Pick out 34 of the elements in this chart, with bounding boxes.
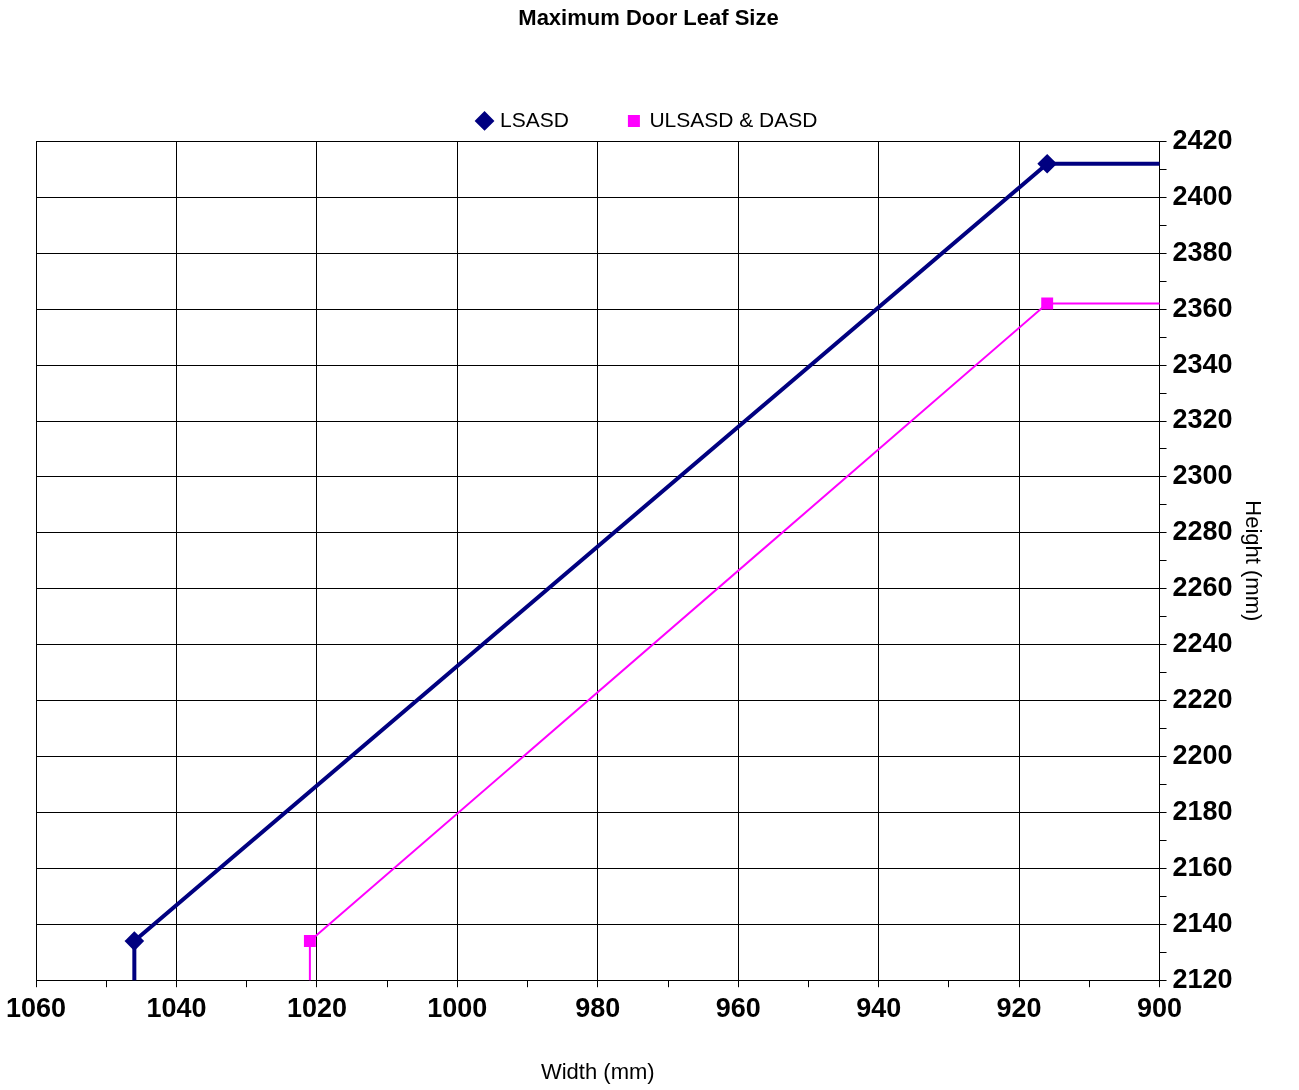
point	[125, 932, 144, 951]
x-tick-label: 1040	[146, 992, 207, 1023]
point	[1038, 154, 1057, 173]
y-tick-label: 2180	[1172, 795, 1233, 826]
y-axis-title: Height (mm)	[1240, 500, 1266, 622]
x-tick-label: 920	[996, 992, 1042, 1023]
y-tick-label: 2220	[1172, 684, 1233, 715]
y-tick-label: 2380	[1172, 236, 1233, 267]
point	[303, 935, 316, 948]
legend-label: ULSASD & DASD	[649, 107, 818, 131]
chart-title: Maximum Door Leaf Size	[518, 5, 779, 31]
x-tick-label: 980	[575, 992, 621, 1023]
y-tick-label: 2240	[1172, 628, 1233, 659]
x-tick-label: 1000	[427, 992, 488, 1023]
x-tick-label: 1060	[5, 992, 67, 1023]
y-tick-label: 2260	[1172, 572, 1233, 603]
y-tick-label: 2140	[1172, 907, 1233, 938]
y-tick-label: 2400	[1172, 180, 1233, 211]
y-tick-label: 2280	[1172, 516, 1233, 547]
y-tick-label: 2320	[1172, 404, 1233, 435]
y-tick-label: 2300	[1172, 460, 1233, 491]
point	[1041, 297, 1054, 310]
legend-label: LSASD	[500, 107, 569, 131]
x-tick-label: 900	[1137, 992, 1183, 1023]
x-axis-title: Width (mm)	[540, 1058, 655, 1084]
y-tick-label: 2160	[1172, 851, 1233, 882]
y-tick-label: 2120	[1172, 963, 1233, 994]
y-tick-label: 2420	[1172, 124, 1233, 155]
x-tick-label: 940	[856, 992, 902, 1023]
y-tick-label: 2360	[1172, 292, 1233, 323]
x-tick-label: 1020	[286, 992, 347, 1023]
x-tick-label: 960	[715, 992, 761, 1023]
y-tick-label: 2200	[1172, 739, 1233, 770]
y-tick-label: 2340	[1172, 348, 1233, 379]
